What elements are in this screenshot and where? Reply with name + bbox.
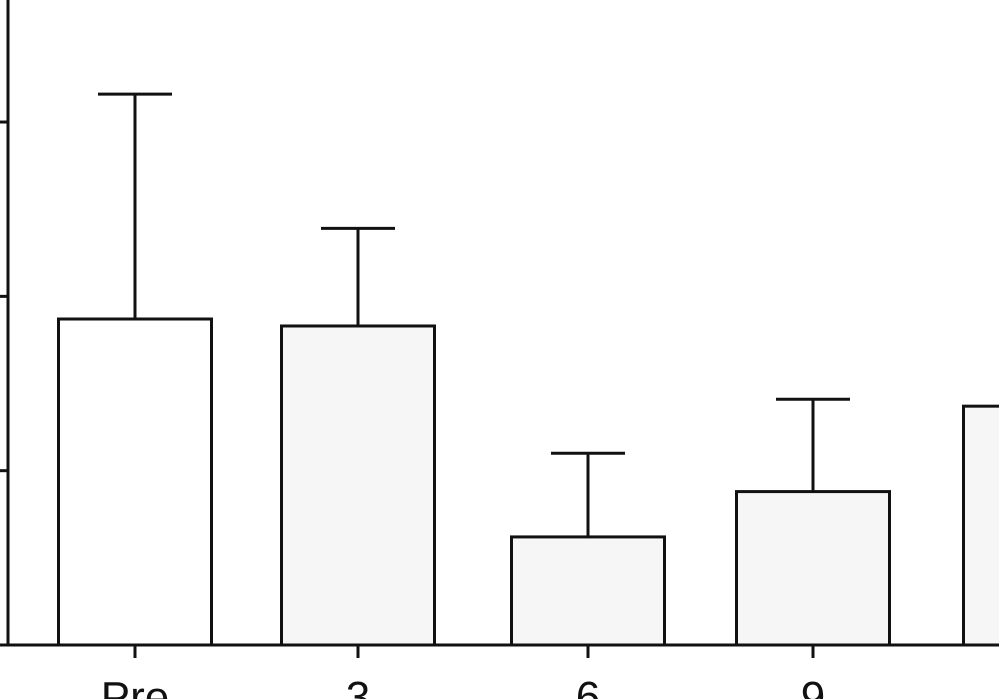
error-bar-series xyxy=(98,92,850,537)
x-tick-labels: Pre 3 6 9 xyxy=(101,673,825,699)
bar-series xyxy=(57,317,999,647)
bar-2 xyxy=(510,535,666,647)
x-tick-label-3: 9 xyxy=(801,673,825,699)
bar-1 xyxy=(280,324,436,647)
x-tick-label-2: 6 xyxy=(576,673,600,699)
bar-4 xyxy=(962,404,999,647)
x-tick-label-1: 3 xyxy=(346,673,370,699)
bar-0 xyxy=(57,317,213,647)
x-tick-label-0: Pre xyxy=(101,673,169,699)
bar-3 xyxy=(735,490,891,647)
